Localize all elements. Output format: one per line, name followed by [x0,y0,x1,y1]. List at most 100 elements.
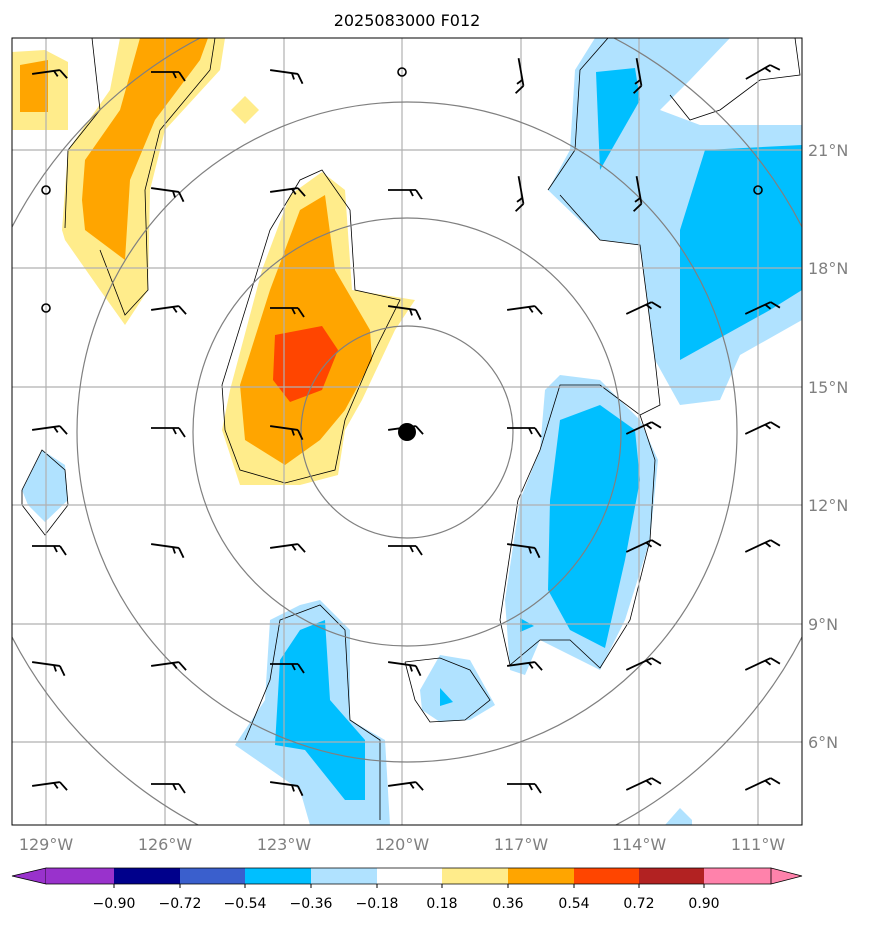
range-rings [12,38,802,825]
longitude-label: 120°W [375,835,430,854]
latitude-label: 9°N [808,615,838,634]
wind-barb [32,545,67,556]
wind-barb [32,781,68,791]
contour-fill [20,60,48,112]
colorbar-tick-label: −0.90 [93,896,136,912]
contour-line [499,384,656,669]
contour-line [559,194,661,416]
contour-line [64,38,101,229]
map-title: 2025083000 F012 [334,11,481,30]
wind-barb [151,187,185,203]
longitude-label: 126°W [138,835,193,854]
contour-fill [680,145,802,360]
colorbar-segment [180,868,245,884]
wind-barb [625,777,662,791]
contour-fill [665,808,692,825]
wind-barb [507,783,542,794]
wind-barb [270,425,304,441]
wind-barb [744,657,781,671]
colorbar-tick-label: 0.54 [558,896,589,912]
colorbar-segment [114,868,180,884]
wind-barb [514,58,525,94]
colorbar-extend-high [770,867,803,885]
plot-area [12,38,802,825]
wind-barb [507,305,543,315]
colorbar-segment [46,868,114,884]
wind-barb [32,425,68,435]
shaded-contours [12,38,802,825]
latitude-label: 12°N [808,496,848,515]
wind-barb [151,543,185,559]
contour-fill [520,618,534,632]
latitude-label: 18°N [808,259,848,278]
colorbar-tick-label: −0.36 [290,896,333,912]
colorbar-segment [574,868,639,884]
contour-line [404,657,491,723]
colorbar-segment [639,868,704,884]
wind-barb [744,539,781,553]
wind-barb [632,176,643,212]
contour-fill [22,450,68,522]
wind-barb [507,661,543,671]
range-ring [192,217,622,647]
colorbar-segment [442,868,508,884]
colorbar-extend-low [11,867,47,885]
colorbar-segment [704,868,771,884]
colorbar: −0.90 −0.72 −0.54 −0.36 −0.18 0.18 0.36 0.54 0.7… [11,867,803,912]
wind-barb [270,663,305,674]
range-ring [76,101,738,763]
wind-barb [270,543,306,553]
wind-barb [32,69,68,79]
wind-barb [507,427,542,438]
colorbar-segment [377,868,442,884]
calm-wind-marker [41,185,51,195]
contour-fill [275,620,365,800]
wind-barb [32,661,66,677]
wind-barb [514,176,525,212]
colorbar-tick-label: 0.72 [623,896,654,912]
wind-barb [151,783,186,794]
wind-barb [151,305,187,315]
contour-lines [21,38,801,820]
calm-wind-marker [397,67,407,77]
storm-center-marker [398,423,416,441]
plot-frame [11,37,803,826]
colorbar-tick-label: 0.18 [426,896,457,912]
wind-barb [151,427,186,438]
lat-lon-grid [12,38,802,825]
longitude-labels: 129°W 126°W 123°W 120°W 117°W 114°W 111°W [19,835,786,854]
colorbar-segment [245,868,311,884]
wind-barb [625,301,662,315]
contour-line [99,38,216,316]
wind-barb [388,781,424,791]
latitude-label: 6°N [808,733,838,752]
longitude-label: 117°W [494,835,549,854]
longitude-label: 123°W [257,835,312,854]
colorbar-segment [311,868,377,884]
colorbar-tick-label: 0.90 [688,896,719,912]
colorbar-tick-label: −0.54 [224,896,267,912]
contour-line [547,38,609,191]
contour-fill [596,68,640,170]
wind-barb [388,545,423,556]
wind-barb [270,307,305,318]
colorbar-tick-label: 0.36 [492,896,523,912]
wind-barb [625,539,662,553]
contour-line [221,169,401,484]
wind-barb [632,58,643,94]
wind-barb [270,781,304,797]
longitude-label: 129°W [19,835,74,854]
contour-fill [420,655,495,722]
wind-barb [151,661,187,671]
colorbar-tick-label: −0.72 [159,896,202,912]
contour-fill [231,96,259,124]
wind-barb [388,305,422,321]
contour-fill [440,688,453,706]
wind-barb [625,657,662,671]
range-ring [300,325,514,539]
wind-barb [151,71,186,82]
contour-line [244,604,381,820]
wind-barb [388,661,422,677]
colorbar-segment [508,868,574,884]
